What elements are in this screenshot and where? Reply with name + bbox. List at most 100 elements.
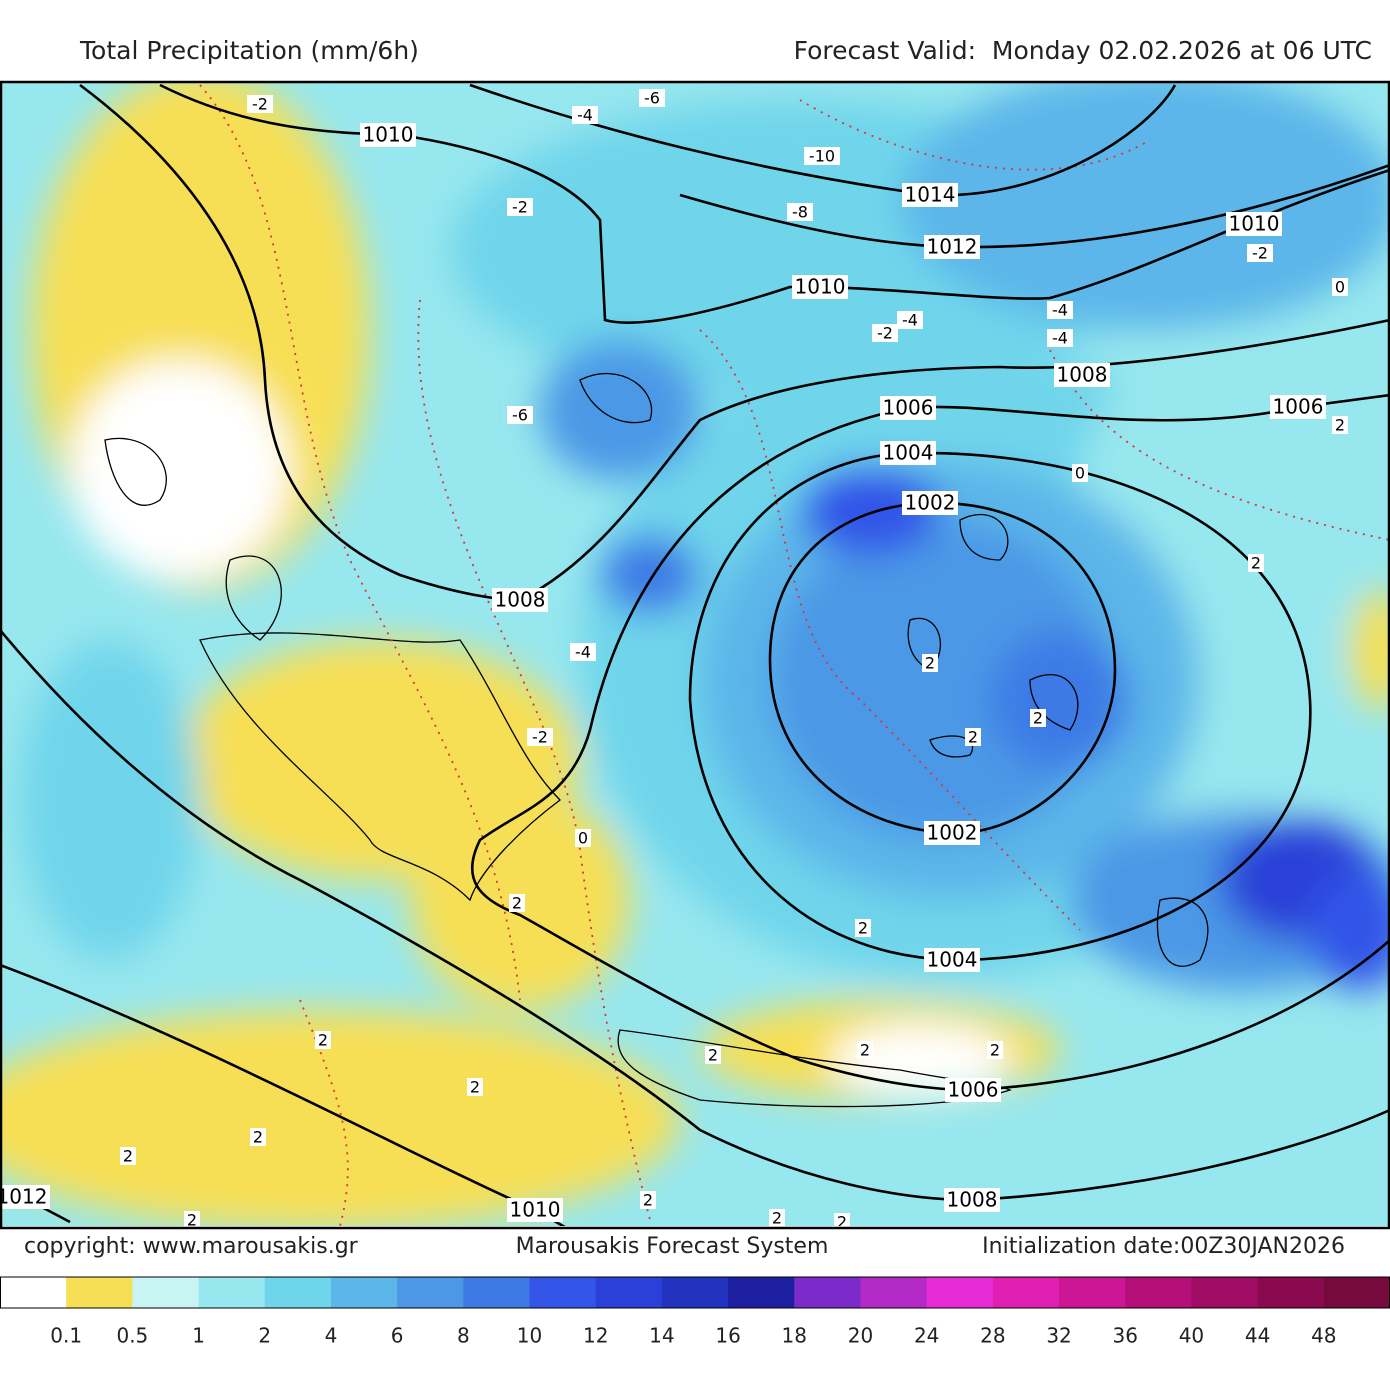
colorbar-tick-label: 4 <box>325 1324 338 1348</box>
colorbar-tick-label: 10 <box>517 1324 542 1348</box>
temperature-label-box <box>507 198 533 216</box>
isobar-label-box <box>945 1078 1001 1102</box>
temperature-label: 2 <box>990 1041 1000 1060</box>
temperature-label-box <box>120 1147 136 1165</box>
copyright: copyright: www.marousakis.gr <box>24 1234 359 1259</box>
temperature-label-box <box>922 654 938 672</box>
temperature-label-box <box>1072 464 1088 482</box>
map-title: Total Precipitation (mm/6h) <box>79 36 419 65</box>
colorbar-swatch <box>661 1277 729 1308</box>
colorbar-swatch <box>0 1277 67 1308</box>
temperature-label: -2 <box>532 728 548 747</box>
temperature-label-box <box>872 324 898 342</box>
temperature-label: 2 <box>925 654 935 673</box>
isobar-label: 1012 <box>0 1185 47 1209</box>
temperature-label-box <box>572 106 598 124</box>
temperature-label: -4 <box>902 311 918 330</box>
temperature-label-box <box>1030 709 1046 727</box>
colorbar-swatch <box>794 1277 861 1308</box>
temperature-label: -8 <box>792 203 808 222</box>
colorbar-swatch <box>1059 1277 1126 1308</box>
colorbar-tick-label: 1 <box>192 1324 205 1348</box>
isobar-label: 1010 <box>363 123 414 147</box>
temperature-label: 2 <box>470 1078 480 1097</box>
colorbar-swatch <box>1257 1277 1325 1308</box>
temperature-label: 2 <box>708 1046 718 1065</box>
temperature-label: 2 <box>1033 709 1043 728</box>
colorbar-swatch <box>264 1277 332 1308</box>
colorbar-swatch <box>198 1277 266 1308</box>
colorbar-tick-label: 6 <box>391 1324 404 1348</box>
temperature-label-box <box>570 643 596 661</box>
colorbar-swatch <box>1125 1277 1192 1308</box>
colorbar-tick-label: 20 <box>848 1324 873 1348</box>
colorbar-swatch <box>529 1277 597 1308</box>
temperature-label: -2 <box>1252 244 1268 263</box>
temperature-label: -2 <box>512 198 528 217</box>
isobar-label-box <box>2 1185 50 1209</box>
isobar-label: 1008 <box>1057 363 1108 387</box>
isobar-label-box <box>1270 395 1326 419</box>
temperature-label-box <box>705 1046 721 1064</box>
temperature-label-box <box>575 829 591 847</box>
forecast-valid: Forecast Valid: Monday 02.02.2026 at 06 … <box>794 36 1372 65</box>
temperature-label-box <box>897 311 923 329</box>
temperature-label-box <box>769 1209 785 1226</box>
colorbar-swatch <box>860 1277 928 1308</box>
temperature-label: 2 <box>837 1213 847 1232</box>
isobar-label: 1008 <box>947 1188 998 1212</box>
isobar-label-box <box>944 1188 1000 1212</box>
temperature-label-box <box>507 406 533 424</box>
temperature-label-box <box>857 1041 873 1059</box>
isobar-label: 1006 <box>1273 395 1324 419</box>
temperature-label: -4 <box>575 643 591 662</box>
temperature-label: -6 <box>644 89 660 108</box>
colorbar-tick-label: 18 <box>782 1324 807 1348</box>
temperature-label: 2 <box>512 894 522 913</box>
temperature-label: -2 <box>877 324 893 343</box>
colorbar-tick-label: 28 <box>980 1324 1005 1348</box>
map-frame <box>0 80 1390 1230</box>
temperature-label-box <box>247 95 273 113</box>
temperature-label: -2 <box>252 95 268 114</box>
isobar-label-box <box>792 275 848 299</box>
temperature-label: 2 <box>318 1031 328 1050</box>
temperature-label: 2 <box>1251 554 1261 573</box>
colorbar-tick-label: 48 <box>1311 1324 1336 1348</box>
isobar-label-box <box>1054 363 1110 387</box>
colorbar-swatch <box>66 1277 133 1308</box>
colorbar-tick-label: 32 <box>1046 1324 1071 1348</box>
colorbar-tick-label: 36 <box>1113 1324 1138 1348</box>
colorbar-tick-label: 14 <box>649 1324 674 1348</box>
isobar-label: 1002 <box>927 821 978 845</box>
isobar-label-box <box>492 588 548 612</box>
colorbar-swatch <box>397 1277 464 1308</box>
colorbar-swatch <box>132 1277 200 1308</box>
colorbar-swatch <box>595 1277 663 1308</box>
temperature-label-box <box>315 1031 331 1049</box>
forecast-system: Marousakis Forecast System <box>516 1234 829 1259</box>
temperature-label-box <box>1047 329 1073 347</box>
temperature-label: -4 <box>1052 329 1068 348</box>
colorbar: 0.1 0.5 1 2 4 6 8 10 12 14 16 18 20 24 28 32 36 40 44 48 <box>0 1276 1390 1348</box>
isobar-label: 1014 <box>905 183 956 207</box>
isobar-label: 1010 <box>1229 212 1280 236</box>
map: -2 -4 -6 -10 -2 -8 -2 0 -4 -4 -2 -4 -6 0 2 2 -4 2 2 -2 2 0 2 2 2… <box>0 83 1388 1232</box>
isobar-label: 1004 <box>927 948 978 972</box>
temperature-label: 2 <box>772 1209 782 1228</box>
temperature-label-box <box>855 919 871 937</box>
temperature-label: 0 <box>1075 464 1085 483</box>
colorbar-swatch <box>926 1277 994 1308</box>
temperature-label-box <box>804 147 840 165</box>
isobar-label: 1010 <box>795 275 846 299</box>
temperature-label: 2 <box>968 728 978 747</box>
temperature-label-box <box>834 1213 850 1226</box>
isobar-label: 1006 <box>883 396 934 420</box>
temperature-label: 2 <box>858 919 868 938</box>
temperature-label-box <box>184 1211 200 1226</box>
temperature-label-box <box>987 1041 1003 1059</box>
isobar-label-box <box>924 948 980 972</box>
temperature-label-box <box>787 203 813 221</box>
temperature-label-box <box>1248 554 1264 572</box>
